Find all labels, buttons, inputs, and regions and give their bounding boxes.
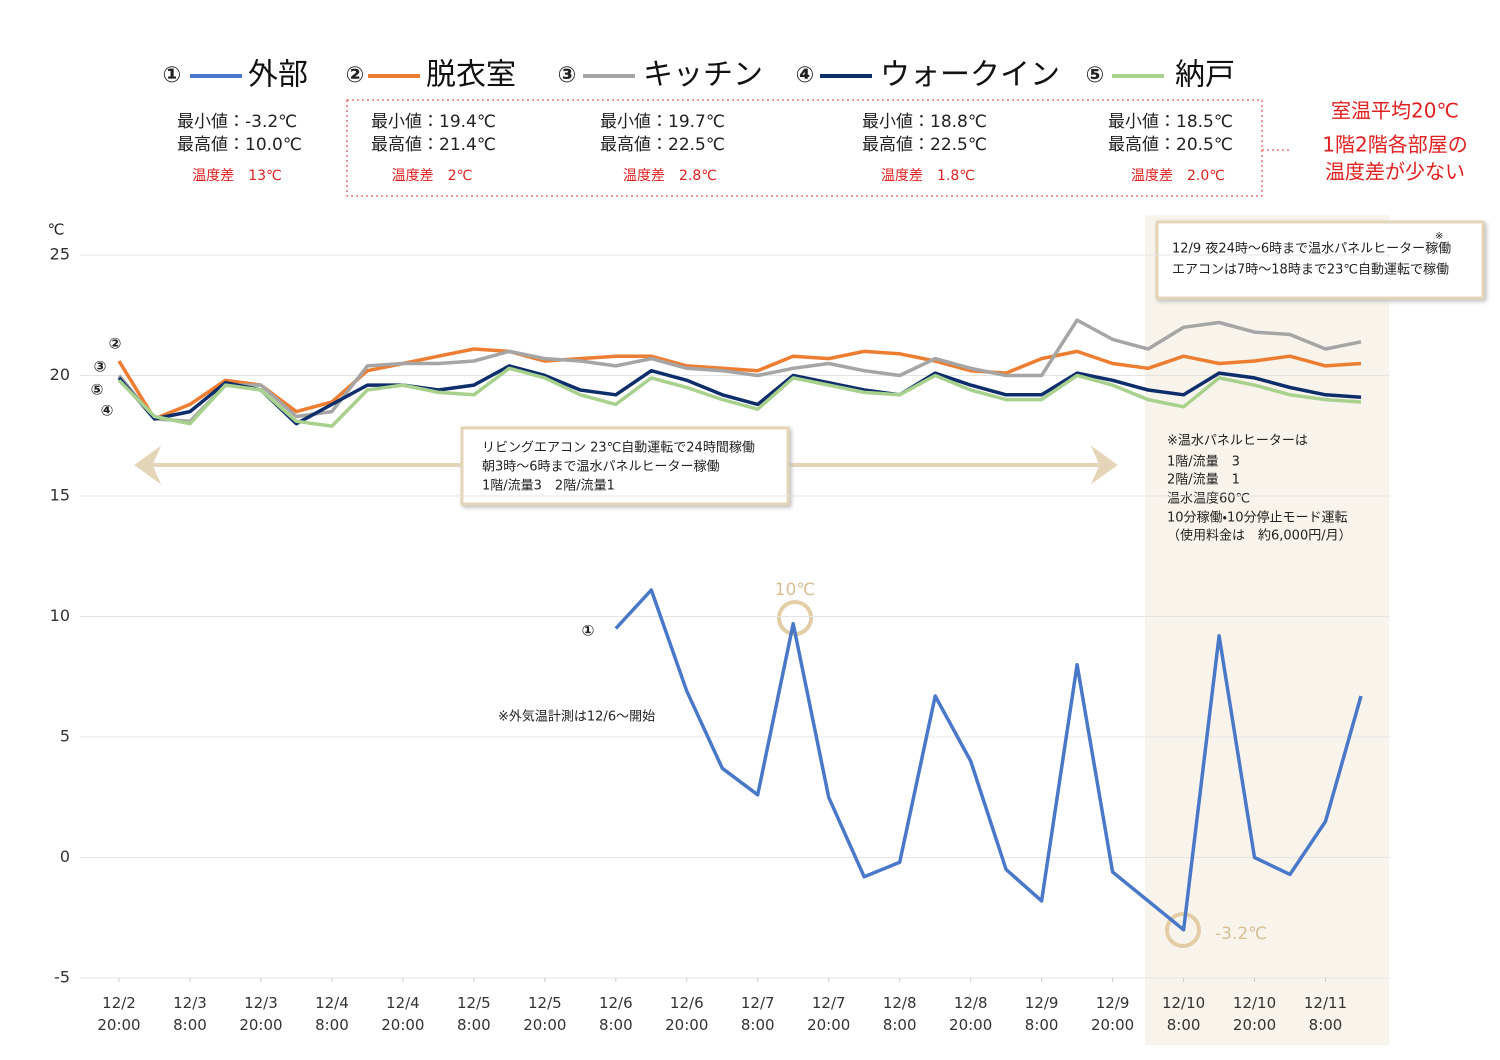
series-line: [117, 318, 1362, 424]
annotation: ※温水パネルヒーターは: [1167, 434, 1308, 449]
x-tick-label: 12/4 8:00: [315, 994, 349, 1034]
summary: 温度差が少ない: [1325, 160, 1465, 184]
night-box: [1155, 220, 1485, 300]
x-tick-label: 12/6 8:00: [598, 994, 633, 1034]
legend-label: 納戸: [1175, 58, 1235, 93]
min-circle: [1165, 912, 1201, 948]
grid: [80, 254, 1390, 982]
annotation: 2階/流量 1: [1167, 473, 1240, 488]
series-marker: ③: [94, 358, 107, 376]
x-tick-label: 12/11 8:00: [1303, 994, 1348, 1034]
x-tick-label: 12/10 8:00: [1161, 994, 1206, 1034]
annotation: 12/9 夜24時〜6時まで温水パネルヒーター稼働: [1172, 242, 1451, 257]
series-line: [117, 347, 1362, 421]
annotation: リビングエアコン 23℃自動運転で24時間稼働: [482, 441, 755, 456]
legend-label: 外部: [248, 58, 308, 93]
series-line: [117, 364, 1362, 426]
x-tick-label: 12/9 8:00: [1024, 994, 1059, 1034]
legend-number: ③: [558, 63, 577, 88]
min-label: 最小値：19.7℃: [600, 112, 725, 132]
series-line: [614, 588, 1363, 932]
heater-period-band: [1145, 215, 1389, 1045]
annotation: ※外気温計測は12/6〜開始: [498, 709, 655, 725]
x-tick-label: 12/6 20:00: [665, 994, 709, 1034]
legend-number: ⑤: [1086, 63, 1105, 88]
x-tick-label: 12/5 8:00: [457, 994, 491, 1034]
min-label: 最小値：18.5℃: [1108, 112, 1233, 132]
y-tick-label: -5: [54, 968, 70, 987]
max-label: 最高値：21.4℃: [371, 135, 496, 155]
max-label: 最高値：20.5℃: [1108, 135, 1233, 155]
series-marker: ①: [582, 622, 595, 640]
diff-label: 温度差 2.0℃: [1131, 168, 1225, 184]
min-label: 最小値：-3.2℃: [177, 112, 297, 132]
series-line: [117, 366, 1362, 428]
x-tick-label: 12/3 8:00: [173, 994, 207, 1034]
panel-note: ※温水パネルヒーターは 1階/流量 3 2階/流量 1 温水温度60℃ 10分稼…: [1167, 434, 1352, 544]
y-unit: ℃: [48, 221, 65, 239]
min-label: 最小値：18.8℃: [862, 112, 987, 132]
max-label: 最高値：22.5℃: [862, 135, 987, 155]
max-marker: 10℃: [775, 580, 816, 600]
legend-label: キッチン: [643, 58, 763, 93]
annotation: 温水温度60℃: [1167, 491, 1250, 507]
diff-label: 温度差 1.8℃: [881, 168, 975, 184]
x-tick-label: 12/8 8:00: [882, 994, 917, 1034]
legend-number: ④: [796, 63, 815, 88]
summary: 1階2階各部屋の: [1322, 133, 1467, 157]
y-tick-label: 15: [50, 486, 70, 505]
lines: [117, 318, 1363, 932]
diff-label: 温度差 13℃: [192, 168, 282, 184]
legend-label: 脱衣室: [426, 58, 516, 93]
x-tick-label: 12/3 20:00: [239, 994, 283, 1034]
summary: 室温平均20℃: [1331, 99, 1459, 123]
x-tick-label: 12/7 20:00: [807, 994, 851, 1034]
annotation: 10分稼働・10分停止モード運転: [1167, 511, 1348, 526]
legend-number: ①: [163, 63, 182, 88]
series-marker: ④: [101, 402, 114, 420]
legend-number: ②: [346, 63, 365, 88]
series-marker: ②: [109, 335, 122, 353]
annotation: エアコンは7時〜18時まで23℃自動運転で稼働: [1172, 263, 1449, 278]
legend-label: ウォークイン: [880, 58, 1060, 93]
x-tick-label: 12/10 20:00: [1232, 994, 1277, 1034]
annotation: 1階/流量3 2階/流量1: [482, 479, 615, 494]
annotation: ※: [1435, 231, 1443, 242]
min-label: 最小値：19.4℃: [371, 112, 496, 132]
diff-label: 温度差 2℃: [392, 168, 473, 184]
max-label: 最高値：10.0℃: [177, 135, 302, 155]
x-tick-label: 12/9 20:00: [1090, 994, 1135, 1034]
x-tick-label: 12/4 20:00: [381, 994, 425, 1034]
annotation: 朝3時〜6時まで温水パネルヒーター稼働: [482, 460, 720, 475]
series-marker: ⑤: [91, 381, 104, 399]
living-box: [460, 426, 790, 506]
diff-label: 温度差 2.8℃: [623, 168, 717, 184]
max-label: 最高値：22.5℃: [600, 135, 725, 155]
annotation: （使用料金は 約6,000円/月）: [1167, 528, 1352, 544]
y-tick-label: 5: [60, 727, 70, 746]
x-tick-label: 12/7 8:00: [740, 994, 775, 1034]
y-tick-label: 20: [50, 365, 70, 384]
y-tick-label: 25: [50, 245, 70, 264]
x-tick-label: 12/2 20:00: [97, 994, 141, 1034]
y-tick-label: 0: [60, 847, 70, 866]
y-tick-label: 10: [50, 606, 70, 625]
min-marker: -3.2℃: [1215, 924, 1267, 944]
x-tick-label: 12/5 20:00: [523, 994, 567, 1034]
annotation: 1階/流量 3: [1167, 455, 1240, 470]
x-tick-label: 12/8 20:00: [949, 994, 993, 1034]
